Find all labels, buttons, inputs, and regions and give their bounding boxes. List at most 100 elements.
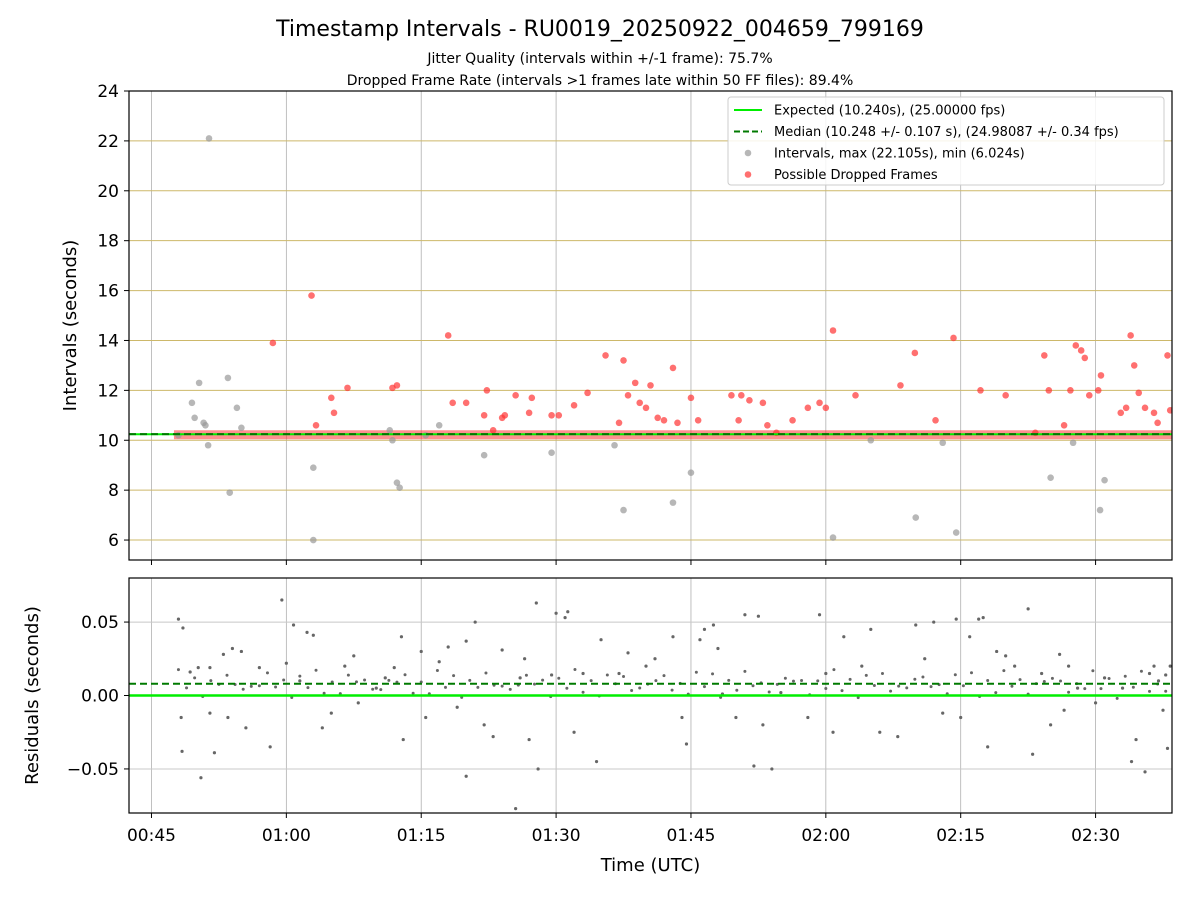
residual-point [767,690,771,694]
residual-point [527,737,531,742]
residual-point [671,635,675,639]
residual-point [268,745,272,749]
dropped-frame-point [512,392,519,399]
dropped-frame-point [1166,407,1172,414]
x-tick-label: 02:30 [1071,826,1120,846]
residual-point [500,648,504,652]
residual-point [824,687,828,691]
dropped-frame-point [312,421,320,429]
residual-point [605,673,609,677]
residual-point [897,684,901,688]
residual-point [523,657,527,661]
residual-point [320,726,324,730]
residual-point [208,711,212,715]
y-tick-label: 10 [97,431,119,451]
residual-point [662,674,666,678]
interval-point [310,536,317,544]
residual-point [923,657,927,661]
residual-point [932,620,936,624]
residual-point [387,678,391,682]
y-tick-label: 0.05 [81,613,119,633]
chart-subtitle-dropped: Dropped Frame Rate (intervals >1 frames … [347,73,854,89]
residual-point [842,635,846,639]
interval-point [205,135,213,142]
dropped-frame-point [444,332,452,339]
residual-point [180,749,184,753]
dropped-frame-point [555,412,563,419]
residual-point [977,617,981,621]
dropped-frame-point [647,382,654,389]
interval-point [386,426,394,434]
x-tick-label: 02:15 [936,826,985,846]
residual-point [352,654,356,658]
residual-point [1013,664,1017,668]
dropped-frame-point [1072,342,1080,349]
residual-point [363,678,367,682]
residual-point [257,684,261,688]
residual-point [878,730,882,734]
residual-point [1067,690,1071,694]
residual-point [889,689,893,693]
residual-point [880,672,884,676]
residual-point [856,696,860,700]
residual-point [735,688,739,692]
residual-point [374,686,378,690]
residual-point [455,705,459,709]
residual-point [212,751,217,755]
residual-point [872,684,876,688]
residual-point [196,665,200,670]
residual-point [1120,686,1125,690]
residual-point [1102,676,1107,680]
interval-point [396,484,403,491]
residual-point [491,735,495,739]
residual-point [727,678,731,682]
x-tick-label: 00:45 [127,826,176,846]
dropped-frame-point [449,399,456,407]
dropped-frame-point [950,334,957,342]
residual-point [1147,671,1152,676]
residual-point [968,635,972,639]
residual-point [702,627,707,632]
residual-point [711,623,716,627]
interval-point [435,421,443,429]
residual-point [329,711,333,715]
residual-point [1004,654,1008,658]
residual-point [1156,679,1161,683]
residual-point [399,635,404,639]
residual-point [622,675,626,679]
residual-point [1018,678,1022,682]
residual-point [225,673,229,677]
dropped-frame-point [1094,387,1102,394]
residual-point [176,668,180,672]
x-tick-label: 01:15 [397,826,446,846]
dropped-frame-point [674,419,681,427]
residual-point [630,688,634,692]
y-tick-label: 22 [97,132,119,152]
interval-point [389,436,396,444]
residual-point [1131,685,1135,689]
dropped-frame-point [631,379,639,387]
legend-marker [744,149,752,157]
chart-title: Timestamp Intervals - RU0019_20250922_00… [275,17,924,42]
dropped-frame-point [735,416,742,424]
residual-point [1139,669,1143,673]
dropped-frame-point [1130,362,1138,369]
dropped-frame-point [1045,387,1053,394]
residual-point [1059,679,1063,683]
dropped-frame-point [822,404,830,412]
residual-point [1066,664,1071,668]
dropped-frame-point [932,416,939,424]
interval-point [687,469,695,476]
dropped-frame-point [764,421,771,429]
residual-point [464,639,468,643]
residual-point [743,669,747,673]
residual-point [401,737,405,742]
dropped-frame-point [615,419,623,427]
residual-point [1143,770,1147,774]
residual-point [290,696,294,700]
residual-point [986,745,990,749]
dropped-frame-point [501,412,509,419]
legend-label: Possible Dropped Frames [774,168,938,183]
residual-point [221,652,226,656]
residual-point [840,689,844,693]
